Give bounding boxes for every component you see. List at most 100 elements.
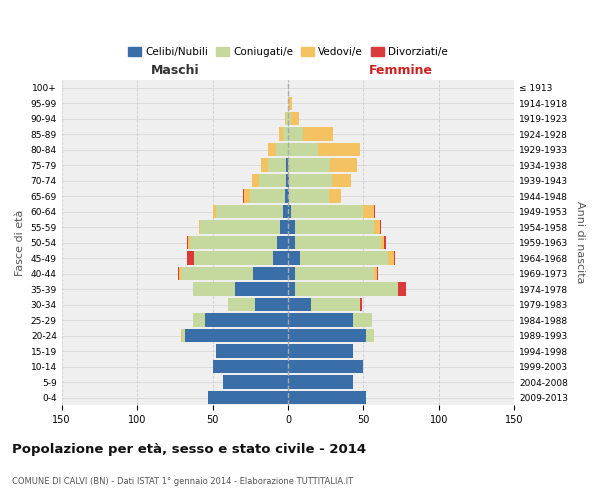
Bar — [261, 158, 268, 172]
Bar — [208, 391, 288, 404]
Bar — [286, 158, 288, 172]
Bar — [288, 190, 289, 202]
Bar — [289, 174, 332, 187]
Bar — [394, 252, 395, 264]
Bar — [288, 252, 300, 264]
Bar — [279, 128, 283, 140]
Bar — [329, 190, 341, 202]
Legend: Celibi/Nubili, Coniugati/e, Vedovi/e, Divorziati/e: Celibi/Nubili, Coniugati/e, Vedovi/e, Di… — [124, 42, 452, 62]
Bar — [377, 267, 379, 280]
Bar — [288, 391, 367, 404]
Bar — [205, 314, 288, 326]
Bar — [285, 112, 286, 125]
Text: Popolazione per età, sesso e stato civile - 2014: Popolazione per età, sesso e stato civil… — [12, 442, 366, 456]
Bar — [288, 298, 311, 311]
Bar — [194, 252, 273, 264]
Bar — [227, 298, 255, 311]
Bar — [285, 190, 288, 202]
Bar — [291, 112, 299, 125]
Bar — [332, 174, 352, 187]
Bar — [199, 220, 200, 234]
Bar — [364, 205, 374, 218]
Bar — [200, 220, 280, 234]
Bar — [288, 376, 353, 388]
Bar — [252, 174, 259, 187]
Bar — [374, 220, 380, 234]
Bar — [288, 158, 330, 172]
Y-axis label: Fasce di età: Fasce di età — [15, 210, 25, 276]
Bar — [374, 205, 376, 218]
Bar — [288, 344, 353, 358]
Text: COMUNE DI CALVI (BN) - Dati ISTAT 1° gennaio 2014 - Elaborazione TUTTITALIA.IT: COMUNE DI CALVI (BN) - Dati ISTAT 1° gen… — [12, 477, 353, 486]
Bar — [288, 267, 295, 280]
Bar — [318, 143, 361, 156]
Bar — [259, 174, 286, 187]
Bar — [283, 205, 288, 218]
Bar — [311, 298, 361, 311]
Bar — [253, 267, 288, 280]
Bar — [187, 252, 194, 264]
Bar — [288, 360, 364, 373]
Bar — [367, 329, 374, 342]
Bar — [283, 128, 288, 140]
Bar — [268, 143, 276, 156]
Bar — [187, 236, 188, 249]
Bar — [374, 267, 377, 280]
Bar — [288, 220, 295, 234]
Bar — [242, 190, 244, 202]
Text: Maschi: Maschi — [151, 64, 199, 76]
Bar — [361, 298, 362, 311]
Bar — [286, 112, 288, 125]
Bar — [295, 282, 398, 296]
Bar — [179, 267, 181, 280]
Bar — [178, 267, 179, 280]
Bar — [291, 205, 364, 218]
Bar — [288, 174, 289, 187]
Bar — [300, 252, 388, 264]
Bar — [223, 376, 288, 388]
Bar — [185, 329, 288, 342]
Bar — [288, 329, 367, 342]
Bar — [215, 205, 283, 218]
Bar — [268, 158, 286, 172]
Bar — [273, 252, 288, 264]
Bar — [295, 236, 382, 249]
Bar — [288, 96, 289, 110]
Bar — [193, 314, 205, 326]
Y-axis label: Anni di nascita: Anni di nascita — [575, 202, 585, 284]
Bar — [288, 282, 295, 296]
Bar — [353, 314, 373, 326]
Bar — [276, 143, 288, 156]
Bar — [212, 205, 215, 218]
Bar — [250, 190, 285, 202]
Bar — [280, 220, 288, 234]
Bar — [303, 128, 333, 140]
Bar — [181, 329, 182, 342]
Text: Femmine: Femmine — [369, 64, 433, 76]
Bar — [388, 252, 394, 264]
Bar — [288, 236, 295, 249]
Bar — [288, 143, 318, 156]
Bar — [289, 190, 329, 202]
Bar — [193, 282, 235, 296]
Bar — [289, 96, 292, 110]
Bar — [295, 267, 374, 280]
Bar — [382, 236, 385, 249]
Bar — [277, 236, 288, 249]
Bar — [212, 360, 288, 373]
Bar — [286, 174, 288, 187]
Bar — [182, 329, 185, 342]
Bar — [288, 205, 291, 218]
Bar — [255, 298, 288, 311]
Bar — [235, 282, 288, 296]
Bar — [380, 220, 382, 234]
Bar — [288, 314, 353, 326]
Bar — [398, 282, 406, 296]
Bar — [288, 128, 303, 140]
Bar — [330, 158, 358, 172]
Bar — [244, 190, 250, 202]
Bar — [188, 236, 190, 249]
Bar — [295, 220, 374, 234]
Bar — [215, 344, 288, 358]
Bar — [181, 267, 253, 280]
